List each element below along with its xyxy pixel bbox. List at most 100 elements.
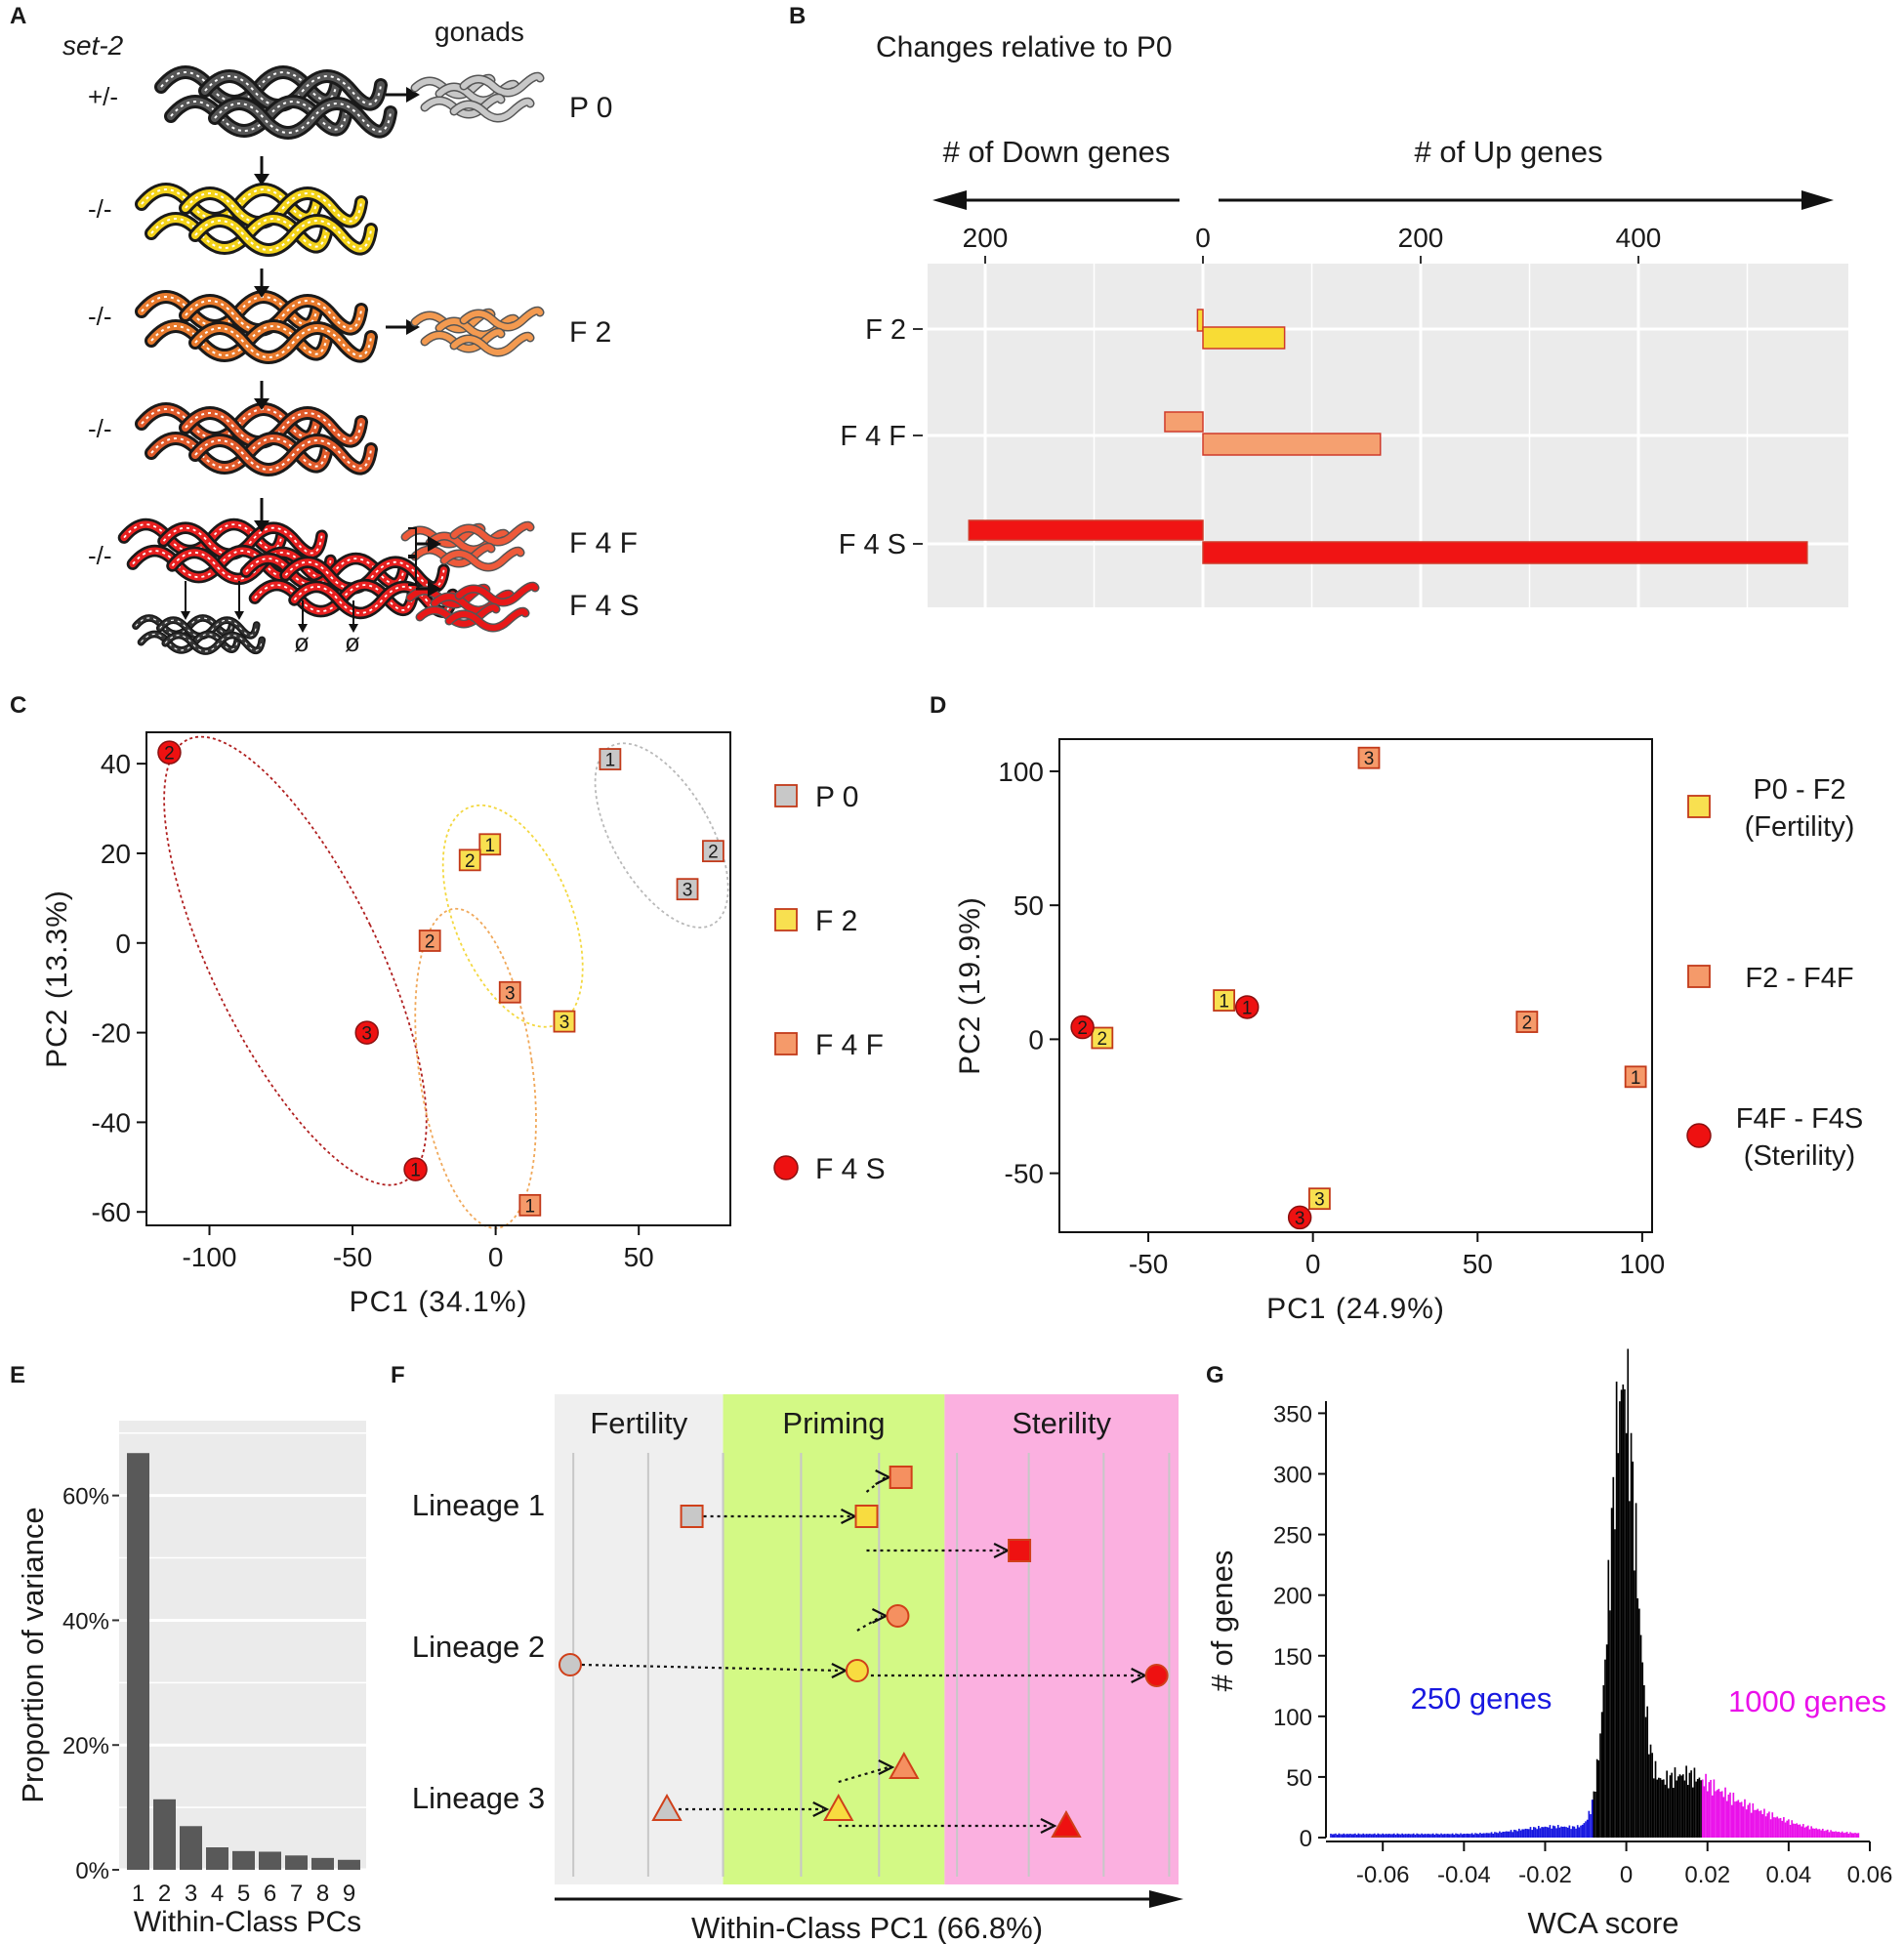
histogram-bar [1813, 1828, 1816, 1838]
chart-g-xtick-label: 0.06 [1847, 1862, 1893, 1888]
region-label-fertility: Fertility [590, 1406, 687, 1440]
chart-d-xlabel: PC1 (24.9%) [1266, 1293, 1445, 1325]
chart-d-legend-label: F4F - F4S [1736, 1103, 1864, 1135]
point-marker [157, 740, 182, 765]
chart-e-xtick-label: 4 [211, 1881, 224, 1907]
lineage-2: Lineage 2 [412, 1604, 1169, 1687]
histogram-bar [1431, 1833, 1434, 1838]
point-marker [774, 908, 798, 931]
histogram-bar [1793, 1823, 1795, 1838]
histogram-bar [1502, 1831, 1505, 1838]
chart-d-xtick-label: 0 [1305, 1249, 1321, 1279]
histogram-bar [1595, 1758, 1598, 1838]
worm-pattern [185, 192, 362, 224]
histogram-bar [1667, 1788, 1670, 1838]
histogram-bar [1544, 1826, 1547, 1838]
histogram-bar [1470, 1833, 1473, 1838]
point-label: 1 [525, 1196, 536, 1217]
chart-c-ytick-label: -40 [92, 1107, 131, 1137]
histogram-bar [1845, 1832, 1848, 1838]
histogram-bar [1604, 1659, 1606, 1838]
histogram-bar [1583, 1823, 1586, 1838]
point-label: 1 [1219, 992, 1229, 1013]
histogram-bar [1427, 1834, 1429, 1838]
chart-e-ytick-label: 0% [75, 1858, 109, 1884]
histogram-bar [1638, 1608, 1640, 1838]
histogram-bar [1466, 1833, 1469, 1838]
histogram-bar [1367, 1834, 1370, 1838]
chart-e-xtick-label: 8 [316, 1881, 329, 1907]
histogram-bar [1794, 1824, 1797, 1838]
down-arrow-head [254, 520, 269, 532]
histogram-bar [1696, 1778, 1699, 1838]
histogram-bar [1581, 1824, 1584, 1838]
point-label: 3 [559, 1013, 570, 1033]
no-progeny-symbol: ø [345, 628, 360, 657]
bar-up-F4F [1202, 433, 1382, 456]
point-marker [774, 784, 798, 807]
histogram-bar [1524, 1828, 1527, 1838]
histogram-bar [1475, 1833, 1478, 1838]
histogram-bar [1552, 1825, 1554, 1838]
histogram-bar [1769, 1819, 1772, 1838]
bar-up-F2 [1202, 326, 1286, 350]
histogram-bar [1593, 1791, 1595, 1838]
histogram-bar [1521, 1829, 1524, 1838]
histogram-bar [1727, 1794, 1730, 1838]
histogram-bar [1336, 1835, 1339, 1838]
gonad-body [422, 329, 504, 352]
histogram-bar [1558, 1827, 1561, 1838]
genotype-row-1: -/- [88, 194, 112, 224]
histogram-bar [1850, 1833, 1853, 1838]
histogram-bar [1831, 1831, 1834, 1838]
chart-d-ytick-label: 100 [998, 757, 1044, 787]
histogram-bar [1763, 1808, 1765, 1838]
histogram-bar [1474, 1833, 1476, 1838]
histogram-bar [1705, 1773, 1707, 1838]
chart-e-ytick-label: 20% [62, 1733, 109, 1759]
histogram-bar [1451, 1833, 1454, 1838]
histogram-bar [1507, 1831, 1510, 1838]
generation-label-P0: P 0 [569, 92, 613, 124]
chart-d-xtick-label: 100 [1620, 1249, 1666, 1279]
cluster-ellipse-F2 [441, 804, 584, 1028]
histogram-bar [1547, 1827, 1550, 1838]
histogram-bar [1788, 1819, 1790, 1838]
histogram-bar [1385, 1834, 1387, 1838]
point-marker [1070, 1014, 1095, 1040]
cluster-ellipse-F4F [414, 907, 537, 1229]
histogram-bar [1610, 1508, 1613, 1838]
histogram-bar [1752, 1803, 1755, 1838]
point-marker [773, 1155, 799, 1180]
gonads-p0 [410, 71, 545, 123]
histogram-bar [1644, 1717, 1647, 1838]
histogram-bar [1531, 1830, 1533, 1838]
chart-g-xtick-label: -0.06 [1356, 1862, 1410, 1888]
histogram-bar [1716, 1790, 1718, 1838]
worms-f5-progeny [132, 614, 267, 655]
histogram-bar [1384, 1834, 1386, 1838]
down-genes-arrow-head [932, 190, 967, 210]
histogram-bar [1526, 1829, 1529, 1838]
worm-pattern [171, 552, 332, 580]
histogram-bar [1578, 1827, 1581, 1838]
histogram-bar [1771, 1812, 1774, 1838]
histogram-bar [1576, 1825, 1579, 1838]
histogram-bar [1563, 1826, 1566, 1838]
histogram-bar [1345, 1834, 1348, 1838]
histogram-bar [1708, 1782, 1711, 1838]
histogram-bar [1605, 1644, 1608, 1838]
point-marker [498, 980, 521, 1004]
histogram-bar [1600, 1712, 1603, 1838]
lineage-marker [823, 1793, 854, 1821]
histogram-bar [1555, 1828, 1557, 1838]
histogram-bar [1755, 1809, 1758, 1838]
chart-b-tick-label: 200 [963, 223, 1009, 253]
histogram-bar [1482, 1833, 1485, 1838]
histogram-bar [1461, 1834, 1464, 1838]
worm-pattern [135, 617, 233, 635]
lineage-marker [558, 1653, 582, 1676]
histogram-bar [1422, 1834, 1425, 1838]
chart-d-legend-label: F2 - F4F [1745, 963, 1853, 994]
histogram-bar [1617, 1453, 1620, 1838]
